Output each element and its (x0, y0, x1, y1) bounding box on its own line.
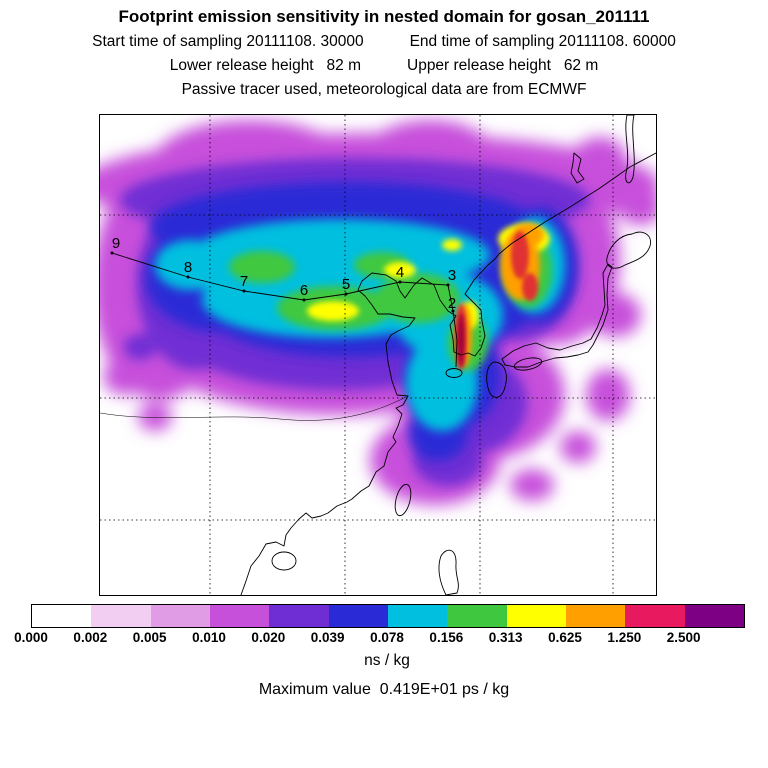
colorbar-tick-label: 0.020 (251, 630, 286, 645)
colorbar-tick-label: 0.156 (429, 630, 464, 645)
plume-crimson-core (457, 313, 465, 367)
trajectory-marker-4: 4 (396, 264, 404, 281)
colorbar-segment (625, 605, 685, 627)
release-heights-line: Lower release height 82 m Upper release … (0, 57, 768, 75)
colorbar-segment (150, 605, 210, 627)
trajectory-day-labels: 9 8 7 6 5 4 3 2 (112, 235, 456, 312)
page-title: Footprint emission sensitivity in nested… (118, 7, 650, 26)
end-time-label: End time of sampling 20111108. 60000 (409, 33, 676, 50)
colorbar-tick-label: 2.500 (666, 630, 701, 645)
trajectory-marker-9: 9 (112, 235, 120, 252)
trajectory-marker-3: 3 (448, 267, 456, 284)
colorbar-segment (328, 605, 388, 627)
colorbar-segments (31, 604, 745, 628)
trajectory-marker-2: 2 (448, 295, 456, 312)
coastlines (100, 115, 656, 595)
colorbar-segment (209, 605, 270, 627)
start-time-label: Start time of sampling 20111108. 30000 (92, 33, 364, 50)
colorbar-segment (32, 605, 92, 627)
lower-release-label: Lower release height 82 m (169, 57, 361, 74)
colorbar-segment (387, 605, 448, 627)
colorbar-tick-label: 0.010 (192, 630, 226, 645)
colorbar-segment (565, 605, 626, 627)
colorbar-tick-label: 0.005 (132, 630, 167, 645)
trajectory-marker-8: 8 (184, 259, 192, 276)
colorbar-segment (506, 605, 566, 627)
colorbar-tick-label: 0.002 (73, 630, 108, 645)
colorbar-tick-label: 0.313 (488, 630, 523, 645)
colorbar-tick-label: 0.039 (310, 630, 345, 645)
sampling-times-line: Start time of sampling 20111108. 30000 E… (0, 33, 768, 51)
colorbar-tick-label: 0.078 (370, 630, 404, 645)
colorbar-tick-label: 0.000 (14, 630, 48, 645)
map-plot: 9 8 7 6 5 4 3 2 (99, 114, 657, 596)
upper-release-label: Upper release height 62 m (407, 57, 599, 74)
trajectory-marker-6: 6 (300, 282, 308, 299)
trajectory-day-points (110, 251, 455, 313)
gridlines (100, 115, 656, 595)
colorbar-segment (269, 605, 329, 627)
back-trajectory: 9 8 7 6 5 4 3 2 (110, 235, 458, 368)
trajectory-marker-7: 7 (240, 273, 248, 290)
colorbar-tick-label: 0.625 (548, 630, 582, 645)
colorbar-segment (684, 605, 744, 627)
colorbar-ticks: 0.000 0.002 0.005 0.010 0.020 0.039 0.078 0.156… (14, 630, 743, 646)
maximum-value-label: Maximum value 0.419E+01 ps / kg (258, 681, 510, 698)
trajectory-marker-5: 5 (342, 276, 350, 293)
colorbar-tick-label: 1.250 (607, 630, 642, 645)
colorbar-units-label: ns / kg (364, 652, 410, 669)
tracer-meteo-line: Passive tracer used, meteorological data… (181, 81, 587, 98)
colorbar-segment (447, 605, 507, 627)
colorbar-segment (91, 605, 151, 627)
map-svg: 9 8 7 6 5 4 3 2 (100, 115, 656, 595)
